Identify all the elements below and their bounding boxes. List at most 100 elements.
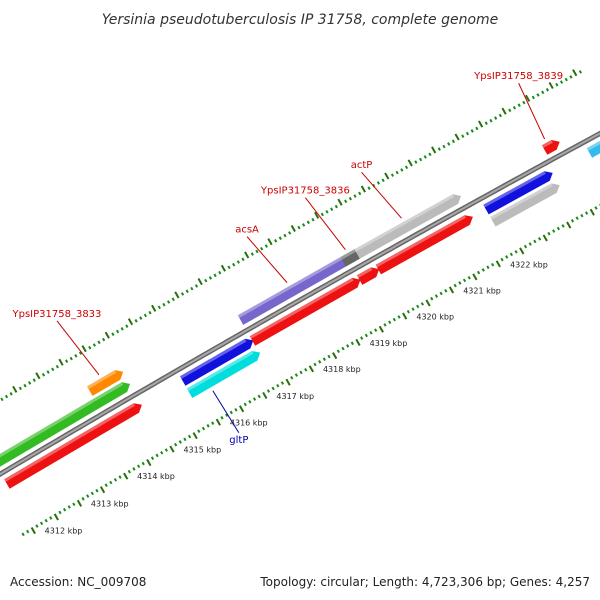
- inner-tick: [486, 265, 490, 270]
- inner-tick: [594, 206, 598, 210]
- feature-cds-fwd-red-3[interactable]: [249, 277, 361, 346]
- scale-tick-label: 4321 kbp: [463, 286, 501, 295]
- feature-cds-fwd-red-2[interactable]: [105, 403, 142, 429]
- inner-tick: [481, 268, 485, 272]
- outer-tick: [541, 90, 545, 95]
- feature-cds-fwd-blue-2[interactable]: [483, 171, 553, 215]
- feature-body[interactable]: [541, 140, 560, 155]
- outer-tick: [428, 152, 432, 157]
- gene-label[interactable]: acsA: [235, 225, 259, 236]
- feature-body[interactable]: [490, 183, 560, 227]
- gene-label[interactable]: YpsIP31758_3833: [12, 309, 102, 320]
- scale-tick-label: 4312 kbp: [45, 527, 83, 536]
- inner-tick: [262, 391, 268, 400]
- inner-tick: [280, 381, 285, 385]
- feature-cds-fwd-cyan[interactable]: [186, 351, 261, 398]
- feature-body[interactable]: [0, 398, 103, 469]
- feature-body[interactable]: [186, 351, 261, 398]
- inner-tick: [99, 486, 106, 494]
- inner-tick: [299, 370, 303, 375]
- inner-tick: [187, 434, 192, 439]
- scale-tick-label: 4314 kbp: [137, 472, 175, 481]
- feature-body[interactable]: [375, 215, 473, 275]
- feature-body[interactable]: [586, 138, 600, 158]
- outer-tick: [213, 273, 217, 278]
- leader-line: [304, 197, 346, 250]
- outer-tick: [255, 249, 259, 254]
- outer-tick: [447, 142, 451, 146]
- inner-tick: [580, 213, 584, 218]
- outer-tick: [531, 95, 535, 100]
- feature-body[interactable]: [87, 370, 124, 396]
- inner-tick: [86, 494, 90, 498]
- outer-tick: [454, 133, 460, 141]
- gene-label[interactable]: YpsIP31758_3839: [473, 71, 563, 82]
- inner-tick: [383, 323, 387, 327]
- outer-tick: [302, 223, 306, 227]
- outer-tick: [390, 173, 395, 177]
- outer-tick: [151, 304, 157, 312]
- feature-labels: YpsIP31758_3833 gltP acsA YpsIP31758_3836 ac…: [12, 71, 564, 446]
- feature-cds-fwd-blue-1[interactable]: [180, 338, 254, 386]
- outer-tick: [484, 121, 488, 126]
- outer-tick: [437, 147, 441, 151]
- inner-tick: [109, 480, 113, 485]
- feature-cds-fwd-red-4[interactable]: [356, 267, 380, 285]
- feature-body[interactable]: [105, 403, 142, 429]
- inner-tick: [192, 432, 198, 440]
- inner-tick: [39, 521, 44, 526]
- inner-tick: [215, 418, 221, 426]
- inner-tick: [467, 275, 471, 280]
- inner-tick: [271, 386, 275, 391]
- inner-tick: [174, 442, 178, 447]
- outer-tick: [0, 397, 4, 402]
- feature-cds-cyan-far[interactable]: [586, 138, 600, 158]
- outer-tick: [58, 358, 64, 366]
- feature-body[interactable]: [94, 382, 130, 409]
- feature-highlight: [186, 351, 254, 392]
- outer-tick: [12, 385, 18, 393]
- backbone-highlight: [0, 132, 600, 476]
- gene-label[interactable]: actP: [351, 160, 373, 171]
- outer-tick: [74, 354, 78, 358]
- inner-tick: [266, 389, 271, 393]
- feature-body[interactable]: [4, 419, 115, 489]
- feature-cds-fwd-orange[interactable]: [87, 370, 124, 396]
- feature-cds-fwd-gray[interactable]: [354, 194, 461, 259]
- outer-tick: [400, 168, 404, 172]
- outer-tick: [348, 196, 352, 201]
- outer-tick: [564, 77, 568, 82]
- feature-cds-fwd-green[interactable]: [0, 398, 103, 469]
- feature-cds-rev-gray[interactable]: [490, 183, 560, 227]
- outer-tick: [174, 291, 180, 299]
- inner-tick: [294, 373, 299, 377]
- feature-body[interactable]: [237, 257, 349, 325]
- feature-cds-fwd-green-small[interactable]: [94, 382, 130, 409]
- inner-tick: [509, 252, 514, 257]
- feature-cds-fwd-purple[interactable]: [237, 257, 349, 325]
- outer-tick: [32, 378, 36, 383]
- outer-tick: [69, 356, 73, 361]
- feature-highlight: [249, 277, 354, 339]
- feature-body[interactable]: [249, 277, 361, 346]
- outer-tick: [241, 257, 245, 262]
- inner-tick: [355, 338, 361, 346]
- feature-cds-fwd-red-1[interactable]: [4, 419, 115, 489]
- feature-body[interactable]: [354, 194, 461, 259]
- gene-label[interactable]: YpsIP31758_3836: [260, 186, 350, 197]
- outer-tick: [274, 239, 278, 243]
- outer-tick: [244, 251, 250, 259]
- feature-cds-red-far[interactable]: [541, 140, 560, 155]
- feature-body[interactable]: [356, 267, 380, 285]
- inner-tick: [491, 262, 495, 267]
- feature-cds-fwd-red-5[interactable]: [375, 215, 473, 275]
- inner-tick: [462, 278, 467, 283]
- outer-tick: [548, 81, 554, 90]
- feature-body[interactable]: [483, 171, 553, 215]
- gene-label[interactable]: gltP: [229, 435, 248, 446]
- outer-tick: [501, 107, 507, 115]
- inner-tick: [430, 296, 434, 301]
- feature-body[interactable]: [180, 338, 254, 386]
- outer-tick: [41, 372, 46, 377]
- outer-tick: [97, 340, 101, 345]
